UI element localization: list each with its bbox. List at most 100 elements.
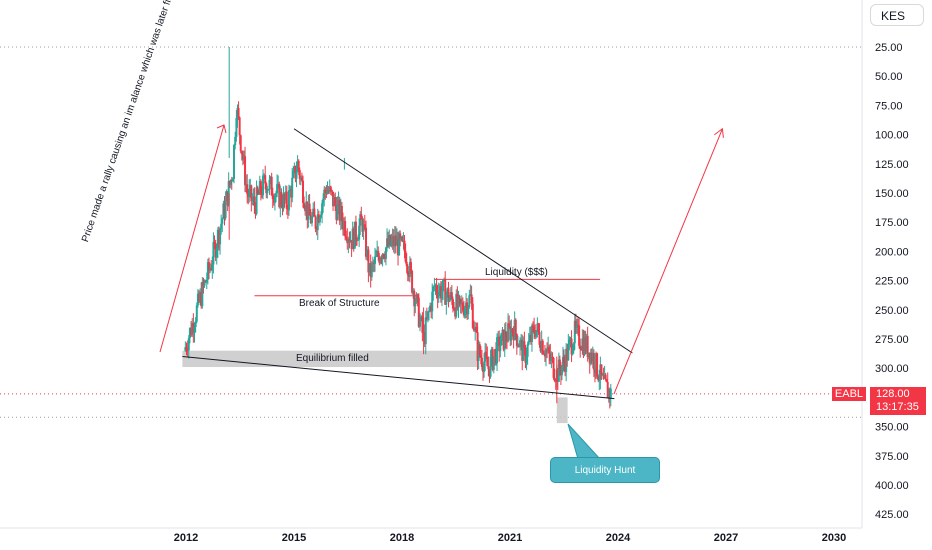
candle-body <box>213 242 216 244</box>
candle-body <box>500 333 503 346</box>
candle-body <box>534 333 537 337</box>
candle-body <box>390 240 393 246</box>
candle-body <box>412 290 415 293</box>
currency-selector[interactable]: KES <box>870 4 924 26</box>
candle-body <box>550 357 553 361</box>
y-tick-label: 375.00 <box>875 451 909 463</box>
candle-body <box>601 374 604 376</box>
candle-body <box>303 202 306 209</box>
candle-body <box>322 198 325 204</box>
candle-body <box>609 388 612 399</box>
candle-body <box>219 228 222 245</box>
candle-body <box>371 262 374 264</box>
candle-body <box>501 329 504 334</box>
candle-body <box>526 344 529 357</box>
y-tick-label: 250.00 <box>875 305 909 317</box>
candle-body <box>264 175 267 184</box>
candle-body <box>226 191 229 206</box>
candle-body <box>198 293 201 302</box>
y-tick-label: 425.00 <box>875 509 909 521</box>
candle-body <box>547 346 550 351</box>
candle-body <box>297 160 300 171</box>
candle-body <box>477 344 480 361</box>
candle-body <box>563 356 565 363</box>
candle-body <box>551 357 554 359</box>
candle-body <box>323 189 326 199</box>
candle-body <box>300 177 303 181</box>
candle-body <box>598 379 601 381</box>
candle-body <box>298 170 301 180</box>
candle-body <box>465 302 468 308</box>
candle-body <box>309 215 312 224</box>
candle-body <box>595 353 598 374</box>
candle-body <box>284 191 287 201</box>
candle-body <box>479 355 482 358</box>
candle-body <box>439 286 442 299</box>
candle-body <box>494 349 497 364</box>
candle-body <box>246 184 249 195</box>
candle-body <box>538 332 541 345</box>
candle-body <box>240 151 243 155</box>
candle-body <box>502 329 505 350</box>
candle-body <box>592 352 595 370</box>
candle-body <box>523 341 526 348</box>
last-price-box: 128.00 13:17:35 <box>870 387 926 415</box>
candle-body <box>202 281 205 286</box>
candle-body <box>283 193 286 201</box>
candle-body <box>569 338 572 340</box>
trendline <box>182 356 615 400</box>
candle-body <box>524 347 527 363</box>
candle-body <box>413 290 416 307</box>
candle-body <box>209 267 212 271</box>
candle-body <box>325 191 328 194</box>
candle-body <box>281 204 284 209</box>
candle-body <box>392 236 395 247</box>
equilibrium-zone <box>182 350 478 368</box>
candle-body <box>291 177 294 198</box>
x-tick-label: 2012 <box>174 532 198 544</box>
candle-body <box>540 340 543 352</box>
candle-body <box>545 350 547 357</box>
candle-body <box>492 356 495 370</box>
candle-body <box>461 302 464 311</box>
candle-body <box>541 340 544 354</box>
candle-body <box>579 345 582 350</box>
candle-body <box>247 194 250 197</box>
candle-body <box>195 305 198 322</box>
candle-body <box>419 319 421 327</box>
candle-body <box>287 190 290 211</box>
candle-body <box>433 286 436 288</box>
candle-body <box>377 251 380 257</box>
candle-body <box>273 195 276 203</box>
x-tick-label: 2015 <box>282 532 306 544</box>
candle-body <box>516 345 519 347</box>
candle-body <box>340 205 343 221</box>
candle-body <box>338 199 341 222</box>
candle-body <box>184 347 187 351</box>
candle-body <box>359 214 362 226</box>
candle-body <box>556 369 559 382</box>
candle-body <box>343 221 346 230</box>
candle-body <box>469 294 472 296</box>
candle-body <box>573 320 576 344</box>
countdown: 13:17:35 <box>876 401 919 413</box>
candle-body <box>473 327 475 331</box>
candle-body <box>451 299 454 309</box>
last-price: 128.00 <box>876 388 910 400</box>
candle-body <box>354 221 357 240</box>
candle-body <box>437 291 440 299</box>
candle-body <box>440 291 443 299</box>
candle-body <box>187 338 190 351</box>
x-tick-label: 2030 <box>822 532 846 544</box>
y-tick-label: 200.00 <box>875 246 909 258</box>
y-tick-label: 75.00 <box>875 100 903 112</box>
y-tick-label: 275.00 <box>875 334 909 346</box>
candle-body <box>499 345 502 352</box>
candle-body <box>245 184 248 186</box>
candle-body <box>360 214 363 220</box>
candle-body <box>552 357 555 378</box>
y-tick-label: 350.00 <box>875 422 909 434</box>
candle-body <box>578 325 581 346</box>
candle-body <box>366 249 369 257</box>
